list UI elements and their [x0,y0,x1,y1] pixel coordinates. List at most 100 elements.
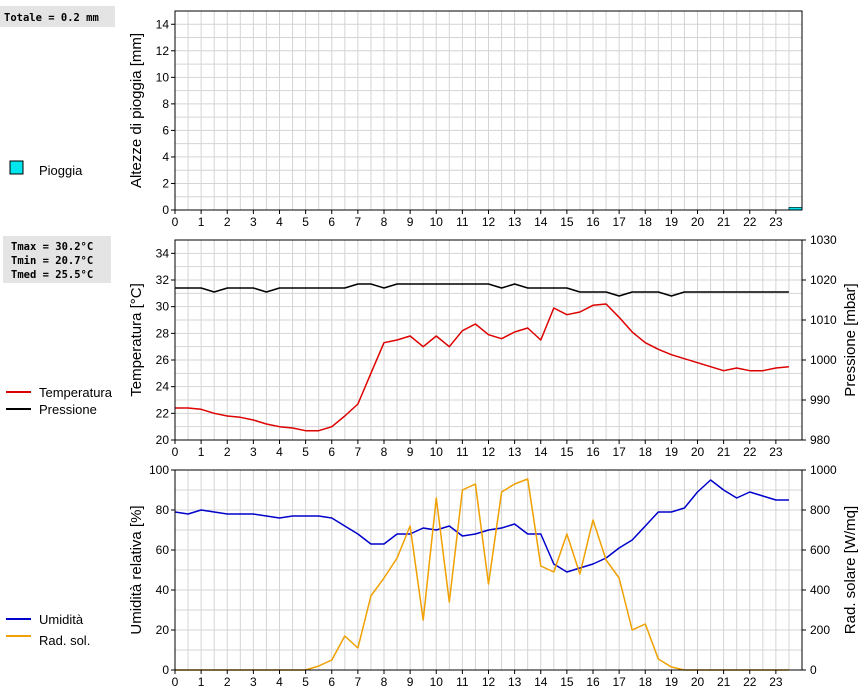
x-tick-label: 1 [198,445,205,459]
x-tick-label: 23 [769,675,783,689]
x-tick-label: 1 [198,675,205,689]
y2-tick-label: 800 [810,503,830,517]
x-tick-label: 16 [586,215,600,229]
umidità-line [174,479,789,573]
grid [175,240,802,440]
x-tick-label: 14 [534,445,548,459]
x-tick-label: 7 [355,675,362,689]
legend-humidity: Umidità [6,612,84,627]
x-tick-label: 12 [482,215,496,229]
x-tick-label: 22 [743,445,757,459]
x-tick-label: 3 [250,675,257,689]
legend-pressure-label: Pressione [39,402,97,417]
x-tick-label: 6 [328,445,335,459]
x-tick-label: 7 [355,445,362,459]
x-tick-label: 9 [407,215,414,229]
rain-total-text: Totale = 0.2 mm [4,12,99,24]
x-tick-label: 4 [276,445,283,459]
x-tick-label: 21 [717,215,731,229]
legend-radiation-label: Rad. sol. [39,633,90,648]
temperatura-line [175,303,789,432]
y2-axis-label: Rad. solare [W/mq] [842,506,859,634]
y-tick-label: 34 [156,246,170,260]
x-tick-label: 23 [769,445,783,459]
y2-tick-label: 990 [810,393,830,407]
x-tick-label: 12 [482,445,496,459]
y2-tick-label: 1000 [810,353,837,367]
x-tick-label: 5 [302,675,309,689]
x-tick-label: 20 [691,445,705,459]
x-tick-label: 20 [691,215,705,229]
y-tick-label: 28 [156,326,170,340]
rain-panel: 0 1 2 3 4 5 6 7 8 9 10 11 12 13 14 15 16 17 18 19 20 21 22 2302… [128,10,803,229]
y-tick-label: 10 [156,70,170,84]
x-tick-label: 13 [508,215,522,229]
x-tick-label: 2 [224,445,231,459]
x-tick-label: 11 [456,215,469,229]
x-tick-label: 0 [172,675,179,689]
legend-temperature: Temperatura [6,385,113,400]
legend-humidity-label: Umidità [39,612,84,627]
x-tick-label: 21 [717,445,731,459]
tmin-text: Tmin = 20.7°C [11,255,93,267]
y-axis-label: Temperatura [°C] [128,283,145,397]
rad-sol-line [175,478,789,671]
x-tick-label: 19 [665,215,679,229]
x-tick-label: 17 [612,675,626,689]
x-tick-label: 5 [302,445,309,459]
x-tick-label: 18 [639,445,653,459]
x-tick-label: 16 [586,675,600,689]
x-tick-label: 22 [743,215,757,229]
x-tick-label: 23 [769,215,783,229]
x-tick-label: 10 [430,215,444,229]
y2-tick-label: 1000 [810,463,837,477]
y2-axis-label: Pressione [mbar] [842,283,859,396]
x-tick-label: 9 [407,675,414,689]
x-tick-label: 13 [508,675,522,689]
y2-tick-label: 200 [810,623,830,637]
y-tick-label: 40 [156,583,170,597]
x-tick-label: 17 [612,215,626,229]
x-tick-label: 16 [586,445,600,459]
y-tick-label: 60 [156,543,170,557]
temperature-stats-box: Tmax = 30.2°C Tmin = 20.7°C Tmed = 25.5°… [3,236,111,283]
grid [175,11,802,210]
tmax-text: Tmax = 30.2°C [11,241,93,253]
y-tick-label: 2 [162,176,169,190]
x-tick-label: 14 [534,675,548,689]
x-tick-label: 18 [639,215,653,229]
y2-tick-label: 400 [810,583,830,597]
pressione-line [175,283,789,297]
x-tick-label: 19 [665,445,679,459]
y2-tick-label: 0 [810,663,817,677]
y2-tick-label: 1010 [810,313,837,327]
legend-rain: Pioggia [9,160,83,178]
grid [175,470,802,670]
y-tick-label: 6 [162,123,169,137]
legend-temperature-label: Temperatura [39,385,113,400]
x-tick-label: 11 [456,445,469,459]
x-tick-label: 14 [534,215,548,229]
x-tick-label: 8 [381,445,388,459]
x-tick-label: 15 [560,445,574,459]
x-tick-label: 9 [407,445,414,459]
legend-pressure: Pressione [6,402,97,417]
x-tick-label: 13 [508,445,522,459]
tmed-text: Tmed = 25.5°C [11,269,93,281]
x-tick-label: 0 [172,215,179,229]
legend-radiation: Rad. sol. [6,633,90,648]
x-tick-label: 4 [276,215,283,229]
x-tick-label: 19 [665,675,679,689]
x-tick-label: 8 [381,675,388,689]
y-tick-label: 20 [156,433,170,447]
y2-tick-label: 1030 [810,233,837,247]
y-tick-label: 22 [156,406,170,420]
y-tick-label: 100 [149,463,169,477]
x-tick-label: 3 [250,445,257,459]
x-tick-label: 6 [328,675,335,689]
y-tick-label: 12 [156,44,170,58]
y-tick-label: 8 [162,97,169,111]
x-tick-label: 18 [639,675,653,689]
y-axis-label: Altezze di pioggia [mm] [128,33,145,188]
